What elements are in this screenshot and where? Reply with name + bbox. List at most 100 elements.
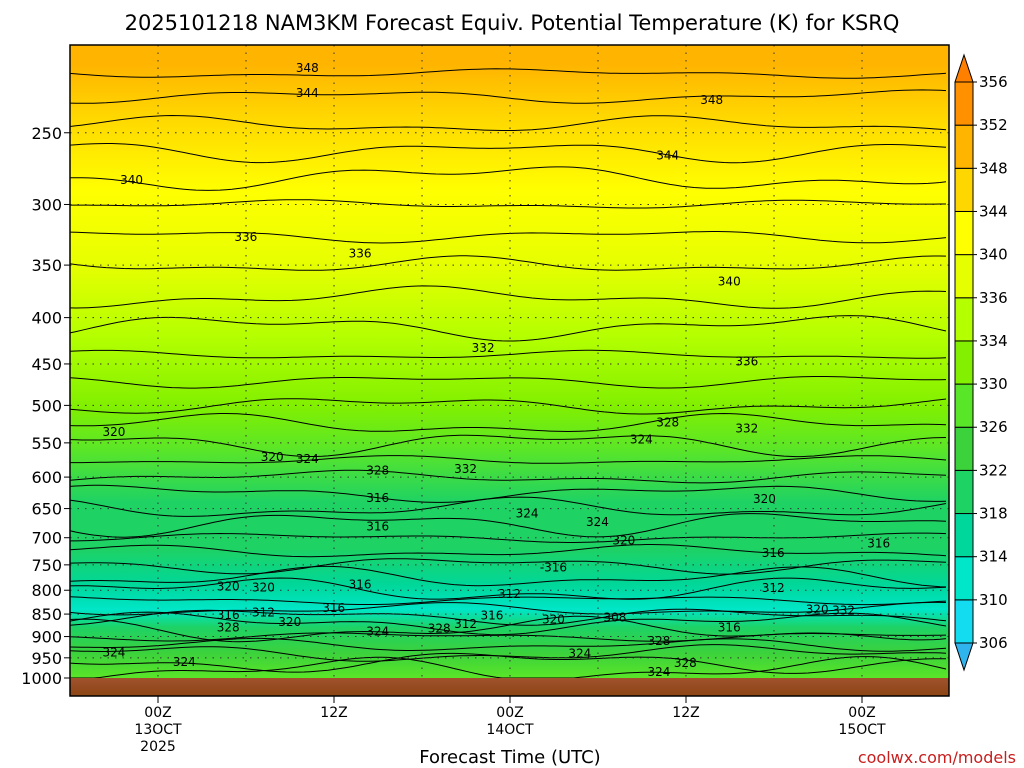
contour-label: 324 <box>630 432 653 446</box>
y-axis: 250 300 350 400 450 500 550 600 650 700 750 800 850 9… <box>21 124 70 688</box>
contour-label: 328 <box>647 634 670 648</box>
colorbar-segment <box>954 210 974 256</box>
colorbar-segment <box>954 556 974 601</box>
contour-label: 316 <box>480 608 503 622</box>
y-tick-label: 300 <box>31 195 62 214</box>
contour-line <box>69 68 947 79</box>
x-tick-label: 12Z <box>672 705 699 721</box>
colorbar-label: 340 <box>979 246 1008 264</box>
contour-lines <box>69 68 947 679</box>
colorbar-label: 336 <box>979 289 1008 307</box>
contour-label: 316 <box>217 608 240 622</box>
contour-line <box>70 532 947 543</box>
contour-label: 324 <box>173 655 196 669</box>
contour-label: 324 <box>366 624 389 638</box>
contour-line <box>69 285 947 309</box>
contour-line <box>69 484 947 503</box>
contour-line <box>69 398 947 415</box>
contour-line <box>69 412 947 433</box>
colorbar-label: 314 <box>979 548 1008 566</box>
y-tick-label: 600 <box>31 468 62 487</box>
contour-label: 324 <box>296 452 319 466</box>
colorbar-label: 356 <box>979 73 1008 91</box>
contour-label: 320 <box>261 450 284 464</box>
contour-label: 344 <box>296 86 319 100</box>
contour-label: 328 <box>217 621 240 635</box>
contour-label: -316 <box>540 560 567 574</box>
contour-line <box>69 637 947 652</box>
colorbar-bottom-arrow <box>954 642 974 672</box>
contour-label: 320 <box>806 602 829 616</box>
contour-label: 320 <box>252 580 275 594</box>
contour-line <box>69 544 947 558</box>
contour-label: 328 <box>656 415 679 429</box>
contour-line <box>69 349 947 359</box>
colorbar-label: 306 <box>979 634 1008 652</box>
colorbar-segment <box>954 81 974 126</box>
contour-line <box>69 644 947 662</box>
plot-field <box>70 45 949 696</box>
contour-label: 344 <box>656 149 679 163</box>
colorbar-label: 344 <box>979 202 1008 220</box>
contour-line <box>69 577 947 600</box>
x-tick-label: 12Z <box>320 705 347 721</box>
contour-label: 320 <box>102 425 125 439</box>
contour-label: 308 <box>604 610 627 624</box>
y-tick-label: 400 <box>31 309 62 328</box>
contour-label: 316 <box>762 546 785 560</box>
colorbar-label: 330 <box>979 375 1008 393</box>
contour-line <box>69 315 947 342</box>
colorbar-segment <box>954 340 974 385</box>
contour-line <box>70 166 947 191</box>
contour-line <box>69 376 947 389</box>
colorbar-label: 352 <box>979 116 1008 134</box>
contour-label: 316 <box>366 519 389 533</box>
y-tick-label: 500 <box>31 396 62 415</box>
contour-line <box>69 496 947 517</box>
y-tick-label: 700 <box>31 529 62 548</box>
colorbar-segment <box>954 297 974 342</box>
contour-line <box>69 469 947 484</box>
contour-label: 324 <box>102 645 125 659</box>
contour-label: 336 <box>234 230 257 244</box>
colorbar-label: 334 <box>979 332 1008 350</box>
ground-surface <box>70 678 949 696</box>
colorbar-segment <box>954 513 974 558</box>
y-tick-label: 1000 <box>21 669 62 688</box>
y-tick-label: 650 <box>31 500 62 519</box>
colorbar-segment <box>954 469 974 515</box>
contour-label: 312 <box>498 587 521 601</box>
y-tick-label: 900 <box>31 628 62 647</box>
contour-label: 316 <box>867 536 890 550</box>
contour-label: 312 <box>454 617 477 631</box>
contour-line <box>69 652 946 674</box>
y-tick-label: 800 <box>31 581 62 600</box>
contour-label: 332 <box>472 341 495 355</box>
x-tick-label: 15OCT <box>838 722 886 738</box>
contour-label: 312 <box>762 581 785 595</box>
colorbar-segment <box>954 167 974 212</box>
contour-line <box>70 455 947 464</box>
colorbar-segment <box>954 383 974 428</box>
colorbar-segment <box>954 599 974 644</box>
contour-line <box>69 611 947 636</box>
contour-label: 320 <box>612 534 635 548</box>
contour-label: 324 <box>586 515 609 529</box>
contour-label: 324 <box>647 665 670 679</box>
x-tick-label: 00Z <box>496 705 523 721</box>
contour-label: 332 <box>454 462 477 476</box>
chart-title: 2025101218 NAM3KM Forecast Equiv. Potent… <box>125 11 900 35</box>
contour-label: 340 <box>718 275 741 289</box>
contour-label: 324 <box>568 647 591 661</box>
x-tick-label: 2025 <box>140 739 176 755</box>
contour-label: 316 <box>349 577 372 591</box>
contour-label: 320 <box>217 579 240 593</box>
contour-line <box>69 513 947 538</box>
x-axis-label: Forecast Time (UTC) <box>419 747 600 768</box>
contour-label: 348 <box>700 93 723 107</box>
y-tick-label: 450 <box>31 355 62 374</box>
contour-label: 316 <box>718 621 741 635</box>
colorbar-label: 326 <box>979 418 1008 436</box>
colorbar-label: 318 <box>979 505 1008 523</box>
